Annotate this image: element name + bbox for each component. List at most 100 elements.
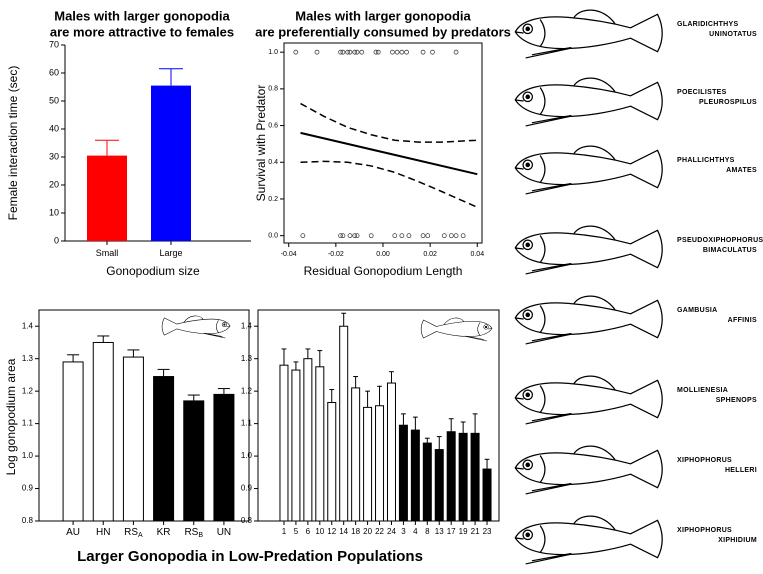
x-tick-label: 1 — [282, 527, 287, 536]
fish-outline — [514, 515, 663, 565]
fish-outline — [514, 145, 663, 195]
bar — [303, 358, 313, 522]
data-point — [420, 233, 426, 239]
category-text: 18 — [351, 527, 360, 536]
species-genus: XIPHOPHORUS — [677, 527, 732, 534]
category-text: 23 — [483, 527, 492, 536]
fish-outline — [514, 225, 663, 275]
category-text: 1 — [282, 527, 287, 536]
data-point — [340, 49, 346, 55]
x-tick-label: 13 — [435, 527, 444, 536]
data-point — [448, 233, 454, 239]
category-text: Large — [159, 248, 182, 258]
data-point — [340, 233, 346, 239]
species-genus: PHALLICHTHYS — [677, 157, 735, 164]
fish-outline — [514, 445, 663, 495]
x-tick-label: 12 — [327, 527, 336, 536]
y-tick-label: 0.2 — [268, 196, 278, 203]
bar — [87, 155, 127, 241]
bar — [351, 387, 361, 522]
data-point — [375, 49, 381, 55]
x-tick-label: -0.04 — [281, 251, 297, 258]
category-text: KR — [157, 527, 171, 538]
species-panel: GLARIDICHTHYS UNINOTATUS POECILISTES PLEURO… — [514, 9, 763, 565]
y-tick-label: 1.0 — [268, 49, 278, 56]
category-subscript: A — [138, 532, 143, 539]
data-point — [347, 233, 353, 239]
x-tick-label: UN — [217, 527, 231, 538]
y-axis-label: Female interaction time (sec) — [6, 66, 20, 221]
bar — [92, 341, 114, 522]
bar — [122, 356, 144, 522]
species-genus: PSEUDOXIPHOPHORUS — [677, 237, 763, 244]
fish-outline — [514, 375, 663, 425]
x-tick-label: 3 — [401, 527, 406, 536]
fish-drawing — [514, 445, 663, 495]
plot-frame — [283, 42, 483, 244]
y-tick-label: 1.3 — [241, 354, 253, 363]
chart-title: Males with larger gonopodia — [54, 8, 230, 23]
species-genus: XIPHOPHORUS — [677, 457, 732, 464]
category-text: 21 — [471, 527, 480, 536]
category-text: 20 — [363, 527, 372, 536]
category-text: HN — [96, 527, 110, 538]
data-point — [425, 233, 431, 239]
y-tick-label: 0.0 — [268, 233, 278, 240]
y-tick-label: 10 — [49, 207, 59, 217]
data-point — [368, 233, 374, 239]
bar — [153, 376, 175, 522]
species-epithet: BIMACULATUS — [703, 247, 757, 254]
y-tick-label: 1.1 — [241, 419, 253, 428]
x-tick-label: 5 — [294, 527, 299, 536]
species-genus: GAMBUSIA — [677, 307, 718, 314]
y-tick-label: 0.8 — [241, 516, 253, 525]
x-tick-label: 4 — [413, 527, 418, 536]
category-text: UN — [217, 527, 231, 538]
x-tick-label: Large — [159, 248, 182, 258]
data-point — [338, 49, 343, 55]
fish-outline — [514, 9, 663, 59]
bar — [458, 432, 468, 522]
bar — [434, 449, 444, 522]
fish-drawing — [514, 295, 663, 345]
data-point — [300, 233, 306, 239]
bar — [363, 406, 373, 522]
category-text: 10 — [315, 527, 324, 536]
fish-drawing — [514, 145, 663, 195]
data-point — [404, 49, 409, 55]
x-tick-label: 24 — [387, 527, 396, 536]
x-tick-label: 0.04 — [470, 251, 484, 258]
x-tick-label: 20 — [363, 527, 372, 536]
bar — [398, 424, 408, 522]
y-tick-label: 50 — [49, 95, 59, 105]
y-tick-label: 0 — [54, 235, 59, 245]
bar — [386, 382, 396, 522]
category-text: 19 — [459, 527, 468, 536]
y-axis-label: Log gonopodium area — [4, 358, 18, 475]
category-text: 6 — [306, 527, 311, 536]
y-tick-label: 0.8 — [22, 516, 34, 525]
bar — [279, 364, 289, 522]
y-tick-label: 20 — [49, 179, 59, 189]
data-point — [399, 233, 405, 239]
chart-title: are preferentially consumed by predators — [255, 24, 511, 39]
x-axis-label: Gonopodium size — [106, 264, 200, 278]
x-tick-label: 14 — [339, 527, 348, 536]
y-axis-label: Survival with Predator — [254, 85, 268, 202]
species-epithet: AFFINIS — [728, 317, 757, 324]
chart-panel: 0.8 0.9 1.0 1.1 1.2 1.3 1.4 1 5 6 10 12 14 18 20 22 24 3 4… — [241, 309, 500, 536]
bar — [213, 393, 235, 522]
category-subscript: B — [198, 532, 203, 539]
data-point — [406, 233, 412, 239]
bar — [291, 369, 301, 522]
category-text: 12 — [327, 527, 336, 536]
fish-icon — [420, 317, 493, 342]
fish-outline — [514, 77, 663, 127]
data-point — [392, 233, 398, 239]
category-text: 22 — [375, 527, 384, 536]
species-epithet: XIPHIDIUM — [718, 537, 757, 544]
x-tick-label: RSB — [184, 527, 203, 539]
